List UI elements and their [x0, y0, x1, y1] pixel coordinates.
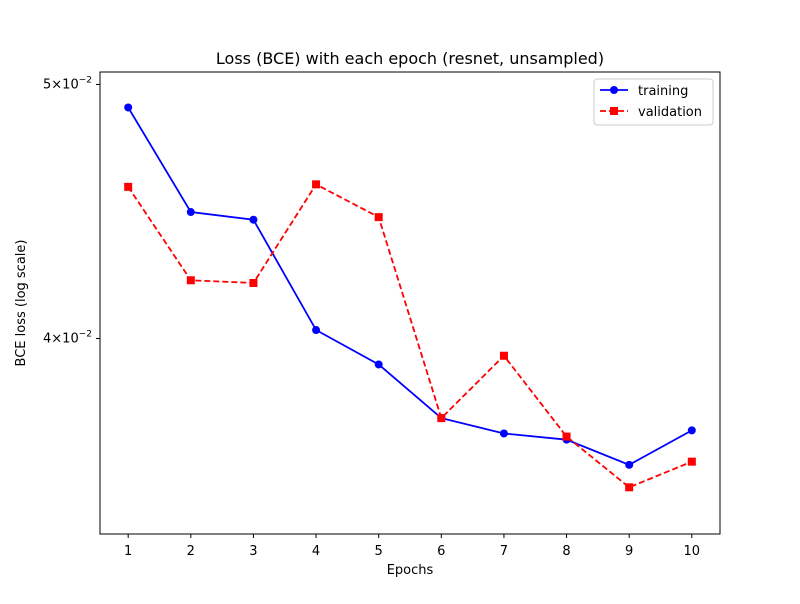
y-axis-label: BCE loss (log scale) [14, 240, 29, 367]
point-validation [499, 351, 508, 360]
point-validation [249, 278, 258, 287]
x-tick-label: 4 [312, 544, 320, 559]
y-tick-exponent: −2 [79, 75, 92, 85]
point-validation [312, 180, 321, 189]
plot-frame [99, 71, 721, 535]
point-validation [625, 483, 634, 492]
point-training [374, 360, 383, 369]
point-training [249, 215, 258, 224]
legend-label-validation: validation [638, 105, 702, 120]
series-layer [124, 103, 696, 492]
point-training [687, 426, 696, 435]
chart-title: Loss (BCE) with each epoch (resnet, unsa… [216, 49, 604, 68]
point-training [312, 326, 321, 335]
point-training [186, 208, 195, 217]
point-validation [124, 182, 133, 191]
y-tick-base: 10 [62, 77, 79, 92]
x-tick-label: 7 [500, 544, 508, 559]
x-axis-label: Epochs [387, 563, 434, 578]
y-tick-label: 5×10−2 [43, 75, 92, 92]
y-tick-times: × [51, 332, 62, 347]
legend-marker-training [610, 86, 618, 94]
x-tick-label: 1 [124, 544, 132, 559]
y-tick-base: 10 [62, 332, 79, 347]
x-tick-label: 2 [187, 544, 195, 559]
y-tick-label: 4×10−2 [43, 330, 92, 347]
x-tick-label: 10 [684, 544, 701, 559]
x-axis-ticks: 1 2 3 4 5 6 7 8 9 10 [124, 534, 700, 559]
point-validation [374, 213, 383, 222]
y-tick-mantissa: 4 [43, 332, 51, 347]
y-tick-exponent: −2 [79, 330, 92, 340]
series-line-validation [127, 183, 693, 489]
plot-area [100, 72, 720, 534]
x-tick-label: 3 [249, 544, 257, 559]
point-validation [562, 432, 571, 441]
series-line-training [127, 106, 693, 466]
point-training [499, 429, 508, 438]
x-tick-label: 5 [375, 544, 383, 559]
x-tick-label: 9 [625, 544, 633, 559]
x-tick-label: 8 [562, 544, 570, 559]
point-validation [687, 457, 696, 466]
y-tick-times: × [51, 77, 62, 92]
point-training [625, 460, 634, 469]
y-tick-mantissa: 5 [43, 77, 51, 92]
legend-marker-validation [610, 107, 618, 115]
point-training [124, 103, 133, 112]
point-validation [186, 276, 195, 285]
legend: training validation [593, 78, 714, 126]
point-validation [437, 414, 446, 423]
x-tick-label: 6 [437, 544, 445, 559]
legend-label-training: training [638, 84, 688, 99]
y-axis-ticks: 5×10−24×10−2 [43, 75, 100, 347]
